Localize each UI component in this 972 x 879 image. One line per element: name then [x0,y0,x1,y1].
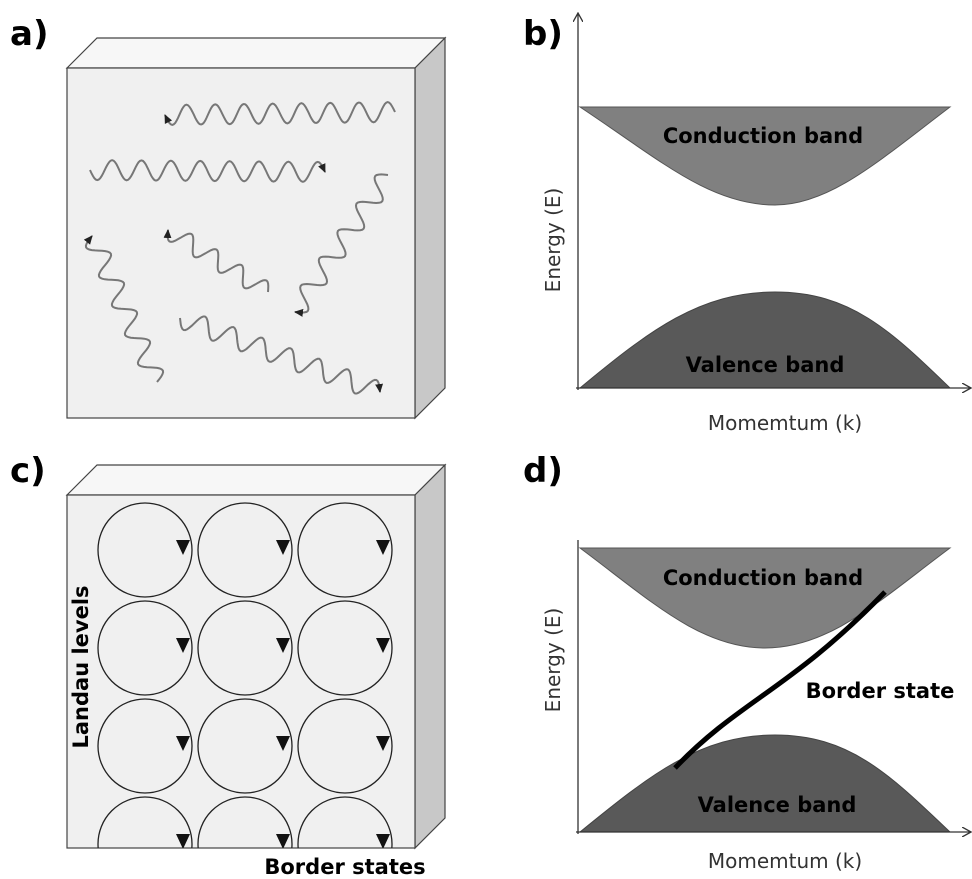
landau-label: Landau levels [69,585,93,748]
band-label: Valence band [686,353,845,377]
band-label: Conduction band [663,124,863,148]
border-state-label: Border state [806,679,955,703]
page: a) b) c) d) Conduction band Valence band… [0,0,972,879]
panel-label: c) [10,451,46,491]
figure: a) b) c) d) Conduction band Valence band… [0,0,972,879]
panel-label: b) [523,14,563,54]
panel-label: a) [10,14,48,54]
band-label: Valence band [698,793,857,817]
band-diagram-b [576,14,970,390]
axis-label: Momemtum (k) [708,849,862,873]
box-c [67,465,445,848]
axis-label: Energy (E) [541,608,565,713]
band-label: Conduction band [663,566,863,590]
axis-label: Energy (E) [541,188,565,293]
panel-label: d) [523,451,563,491]
box-a [67,38,445,418]
axis-label: Momemtum (k) [708,411,862,435]
border-label: Border states [264,855,425,879]
